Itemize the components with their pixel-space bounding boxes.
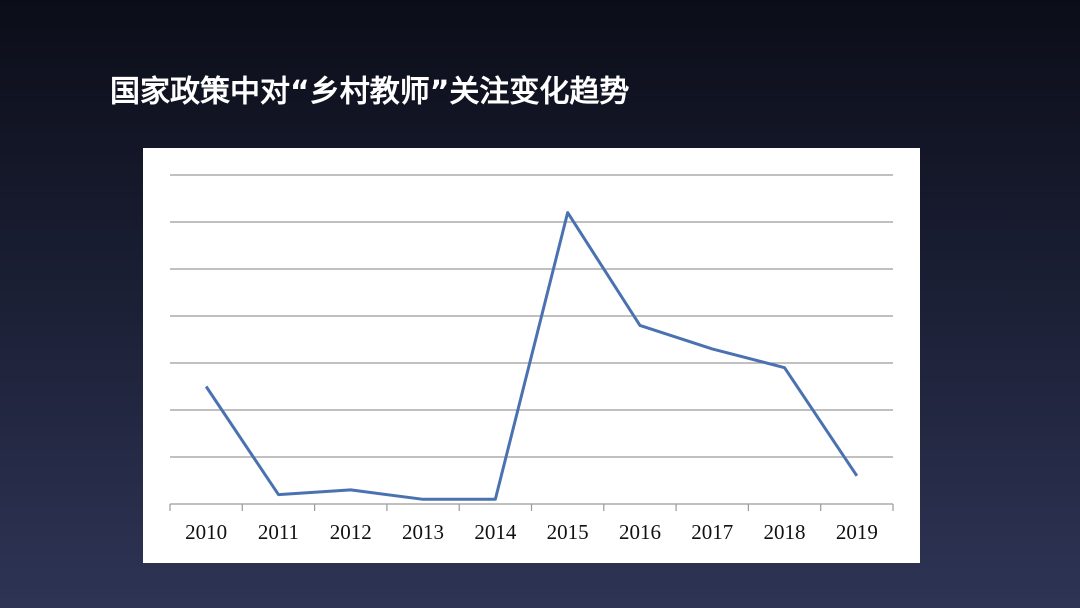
x-tick-label: 2014: [474, 520, 517, 544]
x-tick-label: 2012: [330, 520, 372, 544]
x-tick-label: 2016: [619, 520, 661, 544]
x-tick-label: 2013: [402, 520, 444, 544]
x-tick-label: 2015: [547, 520, 589, 544]
chart-title: 国家政策中对“乡村教师”关注变化趋势: [110, 75, 629, 110]
x-tick-label: 2011: [258, 520, 299, 544]
x-tick-label: 2018: [764, 520, 806, 544]
data-line: [204, 211, 859, 501]
x-tick-label: 2019: [836, 520, 878, 544]
x-tick-label: 2010: [185, 520, 227, 544]
x-tick-label: 2017: [691, 520, 733, 544]
